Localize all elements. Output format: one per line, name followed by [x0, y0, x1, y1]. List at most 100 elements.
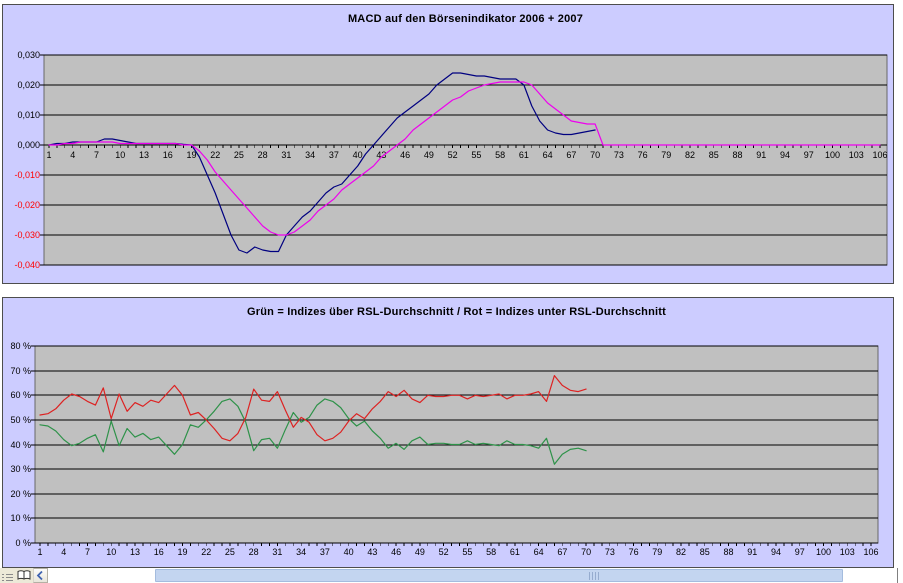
scrollbar-grip	[589, 572, 600, 580]
x-axis-label: 13	[139, 150, 149, 160]
y-axis-label: 0,030	[17, 50, 40, 60]
x-axis-label: 31	[272, 547, 282, 557]
x-axis-label: 73	[605, 547, 615, 557]
outline-list-icon[interactable]	[2, 570, 13, 583]
x-axis-label: 16	[163, 150, 173, 160]
x-axis-label: 49	[415, 547, 425, 557]
book-preview-icon[interactable]	[17, 569, 31, 583]
x-axis-label: 52	[439, 547, 449, 557]
x-axis-label: 37	[320, 547, 330, 557]
macd-chart[interactable]: MACD auf den Börsenindikator 2006 + 2007…	[2, 4, 894, 284]
x-axis-label: 73	[614, 150, 624, 160]
y-axis-label: 60 %	[10, 390, 31, 401]
x-axis-label: 67	[557, 547, 567, 557]
x-axis-label: 103	[849, 150, 864, 160]
y-axis-label: 70 %	[10, 365, 31, 376]
x-axis-label: 4	[70, 150, 75, 160]
x-axis-label: 13	[130, 547, 140, 557]
x-axis-label: 19	[177, 547, 187, 557]
y-axis-label: 50 %	[10, 414, 31, 425]
x-axis-label: 94	[771, 547, 781, 557]
x-axis-label: 64	[534, 547, 544, 557]
x-axis-label: 34	[296, 547, 306, 557]
y-axis-label: 0,020	[17, 80, 40, 90]
x-axis-label: 25	[234, 150, 244, 160]
x-axis-label: 88	[733, 150, 743, 160]
x-axis-label: 46	[391, 547, 401, 557]
x-axis-label: 34	[305, 150, 315, 160]
macd-plot-area: 1 4 7 10 13 16 19 22 25 28 31 34 37 40 43 46 49 52 55 58 61 6…	[40, 54, 888, 266]
rsl-plot-area: 1 4 7 10 13 16 19 22 25 28 31 34 37 40 43 46 49 52 55 58 61 6…	[31, 345, 879, 557]
x-axis-label: 7	[94, 150, 99, 160]
x-axis-label: 43	[376, 150, 386, 160]
x-axis-label: 55	[462, 547, 472, 557]
x-axis-label: 94	[780, 150, 790, 160]
x-axis-label: 103	[840, 547, 855, 557]
x-axis-label: 40	[353, 150, 363, 160]
series-line	[48, 81, 881, 236]
scroll-left-arrow-icon	[36, 570, 43, 581]
y-axis-label: 0,010	[17, 110, 40, 120]
x-axis-label: 52	[448, 150, 458, 160]
x-axis-label: 106	[872, 150, 887, 160]
bottom-scrollbar-row	[0, 568, 903, 583]
y-axis-label: -0,040	[14, 260, 40, 270]
y-axis-label: 40 %	[10, 439, 31, 450]
series-line	[39, 398, 587, 465]
y-axis-label: 0 %	[15, 538, 31, 548]
x-axis-label: 10	[106, 547, 116, 557]
x-axis-label: 1	[37, 547, 42, 557]
x-axis-label: 22	[201, 547, 211, 557]
x-axis-label: 91	[747, 547, 757, 557]
window-edge-divider	[897, 568, 898, 583]
statusbar-left	[0, 568, 33, 583]
x-axis-label: 28	[258, 150, 268, 160]
scroll-left-button[interactable]	[33, 568, 48, 583]
x-axis-label: 25	[225, 547, 235, 557]
x-axis-label: 85	[700, 547, 710, 557]
x-axis-label: 76	[629, 547, 639, 557]
x-axis-label: 58	[486, 547, 496, 557]
x-axis-label: 100	[825, 150, 840, 160]
x-axis-label: 1	[46, 150, 51, 160]
x-axis-label: 97	[795, 547, 805, 557]
y-axis-label: 20 %	[10, 488, 31, 499]
x-axis-label: 76	[638, 150, 648, 160]
y-axis-label: 10 %	[10, 513, 31, 524]
x-axis-label: 79	[652, 547, 662, 557]
x-axis-label: 28	[249, 547, 259, 557]
macd-chart-title: MACD auf den Börsenindikator 2006 + 2007	[347, 13, 584, 25]
rsl-chart[interactable]: Grün = Indizes über RSL-Durchschnitt / R…	[2, 297, 894, 568]
scrollbar-track[interactable]	[48, 568, 897, 583]
x-axis-label: 100	[816, 547, 831, 557]
y-axis-label: 0,000	[17, 140, 40, 150]
x-axis-label: 55	[471, 150, 481, 160]
series-line	[39, 375, 587, 442]
x-axis-label: 61	[519, 150, 529, 160]
x-axis-label: 4	[61, 547, 66, 557]
y-axis-label: -0,030	[14, 230, 40, 240]
x-axis-label: 88	[724, 547, 734, 557]
x-axis-label: 19	[186, 150, 196, 160]
x-axis-label: 82	[676, 547, 686, 557]
x-axis-label: 97	[804, 150, 814, 160]
x-axis-label: 91	[756, 150, 766, 160]
x-axis-label: 37	[329, 150, 339, 160]
x-axis-label: 70	[581, 547, 591, 557]
x-axis-label: 70	[590, 150, 600, 160]
x-axis-label: 79	[661, 150, 671, 160]
x-axis-label: 61	[510, 547, 520, 557]
x-axis-label: 85	[709, 150, 719, 160]
x-axis-label: 31	[281, 150, 291, 160]
x-axis-label: 58	[495, 150, 505, 160]
scrollbar-thumb[interactable]	[155, 569, 843, 582]
x-axis-label: 7	[85, 547, 90, 557]
y-axis-label: -0,020	[14, 200, 40, 210]
y-axis-label: 80 %	[10, 341, 31, 351]
x-axis-label: 22	[210, 150, 220, 160]
x-axis-label: 49	[424, 150, 434, 160]
y-axis-label: -0,010	[14, 170, 40, 180]
x-axis-label: 43	[367, 547, 377, 557]
x-axis-label: 46	[400, 150, 410, 160]
